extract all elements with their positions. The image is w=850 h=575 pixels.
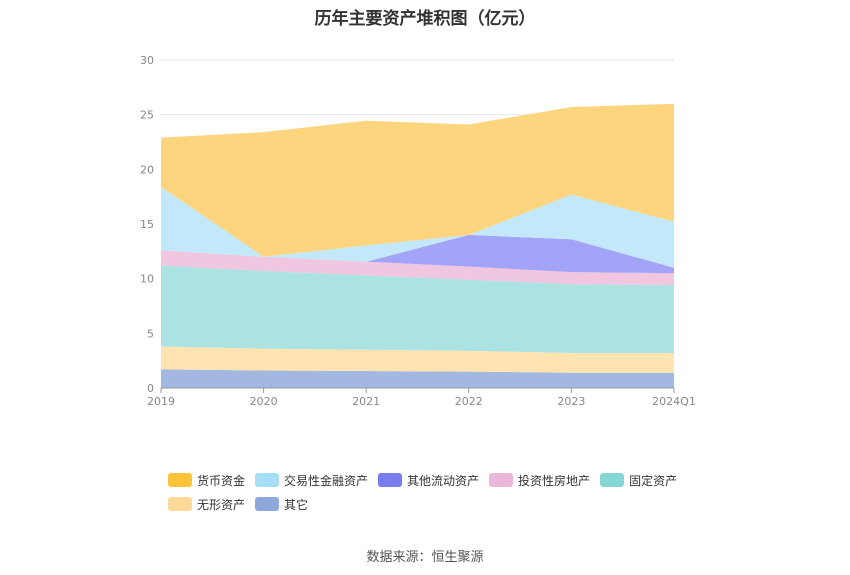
data-source: 数据来源：恒生聚源 [366,550,484,565]
legend-swatch [255,473,280,487]
area-其他流动资产 [161,234,674,274]
x-tick-label: 2021 [352,395,380,408]
legend-item[interactable]: 其它 [255,496,308,512]
area-投资性房地产 [161,250,674,286]
legend-label: 其他流动资产 [407,473,480,488]
legend-label: 投资性房地产 [518,473,591,488]
y-tick-label: 15 [140,218,154,231]
legend-swatch [378,473,403,487]
y-tick-label: 5 [147,327,154,340]
stacked-area-chart: 0 5 10 15 20 25 30 2019 2020 2021 2022 2023 2024Q1 [140,54,696,408]
y-tick-label: 25 [140,109,154,122]
legend-label: 其它 [284,497,309,512]
legend-label: 货币资金 [197,473,246,488]
legend-label: 交易性金融资产 [284,473,369,488]
area-其它 [161,369,674,388]
legend-swatch [489,473,514,487]
area-无形资产 [161,346,674,373]
legend-item[interactable]: 货币资金 [168,472,245,488]
legend-swatch [168,473,192,487]
area-固定资产 [161,265,674,354]
area-交易性金融资产 [161,186,674,268]
legend-label: 无形资产 [197,497,246,512]
axes: 0 5 10 15 20 25 30 2019 2020 2021 2022 2023 2024Q1 [140,54,696,408]
legend-item[interactable]: 其他流动资产 [378,472,479,488]
x-tick-label: 2023 [557,395,585,408]
area-货币资金 [161,103,674,257]
x-tick-label: 2020 [250,395,278,408]
x-tick-label: 2024Q1 [652,395,696,408]
x-tick-label: 2022 [455,395,483,408]
y-tick-label: 0 [147,382,154,395]
legend: 货币资金 交易性金融资产 其他流动资产 投资性房地产 固定资产无形资产 其它 [168,472,728,520]
area-series [161,103,674,388]
legend-label: 固定资产 [629,473,678,488]
y-tick-label: 30 [140,54,154,67]
legend-swatch [255,497,280,511]
x-tick-label: 2019 [147,395,175,408]
legend-swatch [168,497,192,511]
legend-item[interactable]: 投资性房地产 [489,472,590,488]
y-tick-label: 20 [140,163,154,176]
legend-item[interactable]: 无形资产 [168,496,245,512]
legend-item[interactable]: 交易性金融资产 [255,472,368,488]
chart-title: 历年主要资产堆积图（亿元） [314,9,536,29]
legend-item[interactable]: 固定资产 [600,472,677,488]
y-tick-label: 10 [140,273,154,286]
legend-swatch [600,473,625,487]
